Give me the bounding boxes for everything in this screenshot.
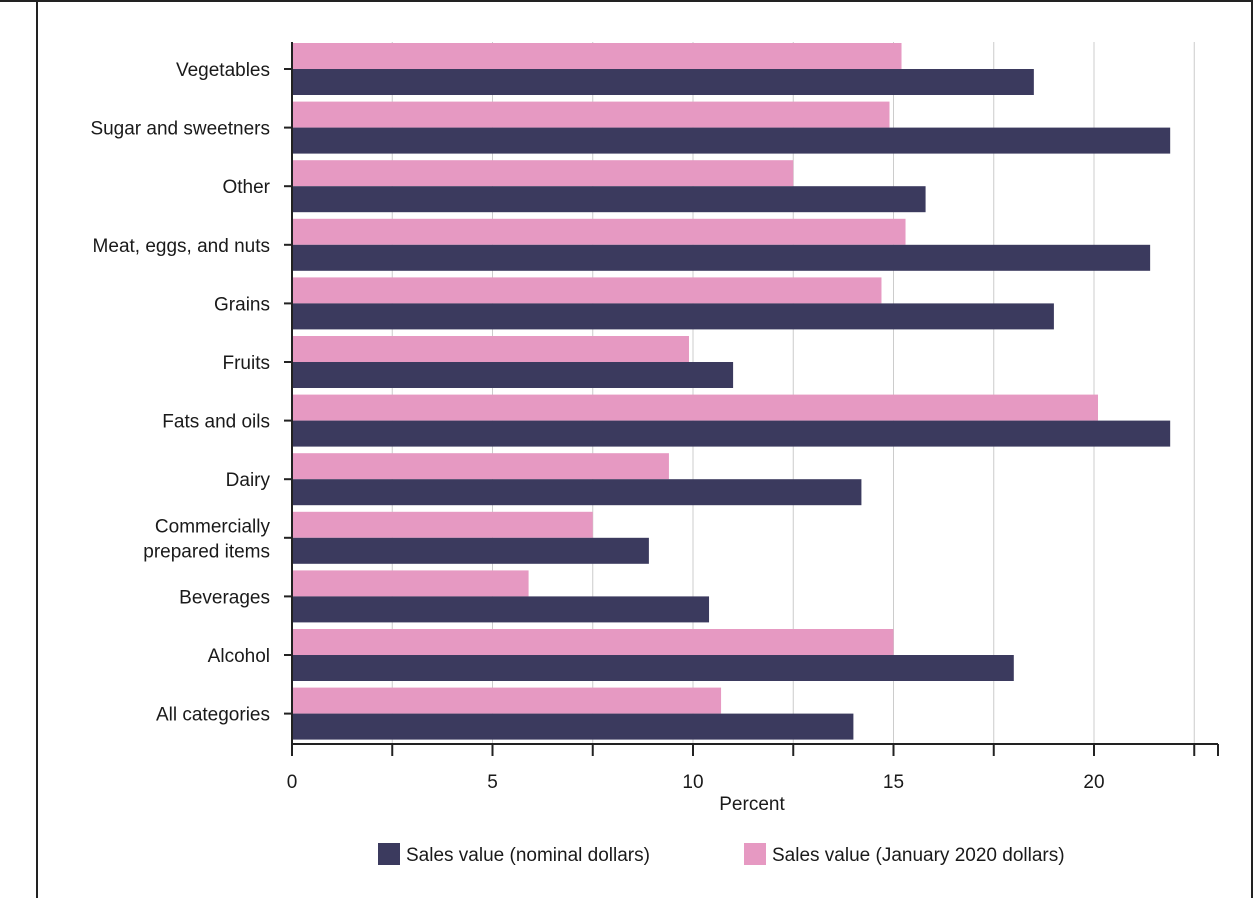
x-tick-label: 5	[487, 772, 498, 793]
category-label: All categories	[156, 705, 270, 726]
bar-nominal-dollars	[292, 479, 862, 506]
bar-real-dollars	[292, 570, 529, 597]
frame-top-border	[0, 0, 1253, 2]
bars-group	[292, 43, 1171, 740]
bar-real-dollars	[292, 218, 906, 245]
x-tick-label: 0	[287, 772, 298, 793]
bar-nominal-dollars	[292, 186, 926, 213]
bar-nominal-dollars	[292, 303, 1054, 330]
x-tick-label: 10	[682, 772, 703, 793]
category-label: prepared items	[143, 541, 270, 562]
x-tick-label: 20	[1083, 772, 1104, 793]
bar-nominal-dollars	[292, 655, 1014, 681]
category-label: Meat, eggs, and nuts	[93, 236, 270, 257]
category-label: Fats and oils	[162, 412, 270, 433]
bar-nominal-dollars	[292, 244, 1151, 271]
legend-swatch	[744, 843, 766, 865]
x-tick-label: 15	[883, 772, 904, 793]
bar-nominal-dollars	[292, 69, 1034, 95]
axes-group	[284, 42, 1219, 756]
bar-real-dollars	[292, 511, 593, 538]
x-tick-labels: 0 5 10 15 20	[287, 772, 1105, 793]
bar-nominal-dollars	[292, 127, 1171, 154]
category-label: Other	[222, 177, 270, 198]
bar-real-dollars	[292, 336, 689, 362]
category-labels: Vegetables Sugar and sweetners Other Meat, …	[90, 60, 270, 726]
legend: Sales value (nominal dollars) Sales value…	[378, 843, 1065, 866]
category-label: Dairy	[226, 470, 271, 491]
category-label: Beverages	[179, 587, 270, 608]
bar-nominal-dollars	[292, 362, 734, 388]
frame-right-border	[1251, 0, 1253, 898]
bar-nominal-dollars	[292, 537, 649, 564]
category-label: Alcohol	[208, 646, 270, 667]
bar-real-dollars	[292, 277, 882, 304]
category-label: Grains	[214, 294, 270, 315]
grid-lines	[391, 42, 1195, 744]
bar-nominal-dollars	[292, 713, 854, 740]
category-label: Sugar and sweetners	[90, 119, 270, 140]
bar-nominal-dollars	[292, 596, 710, 623]
category-label: Commercially	[155, 516, 271, 537]
legend-label: Sales value (nominal dollars)	[406, 845, 650, 866]
bar-nominal-dollars	[292, 420, 1171, 447]
legend-label: Sales value (January 2020 dollars)	[772, 845, 1065, 866]
bar-real-dollars	[292, 101, 890, 128]
bar-real-dollars	[292, 629, 894, 655]
frame-left-border	[36, 0, 38, 898]
legend-swatch	[378, 843, 400, 865]
category-label: Vegetables	[176, 60, 270, 81]
bar-real-dollars	[292, 394, 1099, 421]
bar-real-dollars	[292, 160, 794, 187]
bar-real-dollars	[292, 687, 722, 714]
x-axis-title: Percent	[719, 794, 785, 815]
bar-real-dollars	[292, 43, 902, 69]
bar-real-dollars	[292, 453, 669, 480]
category-label: Fruits	[223, 353, 271, 374]
